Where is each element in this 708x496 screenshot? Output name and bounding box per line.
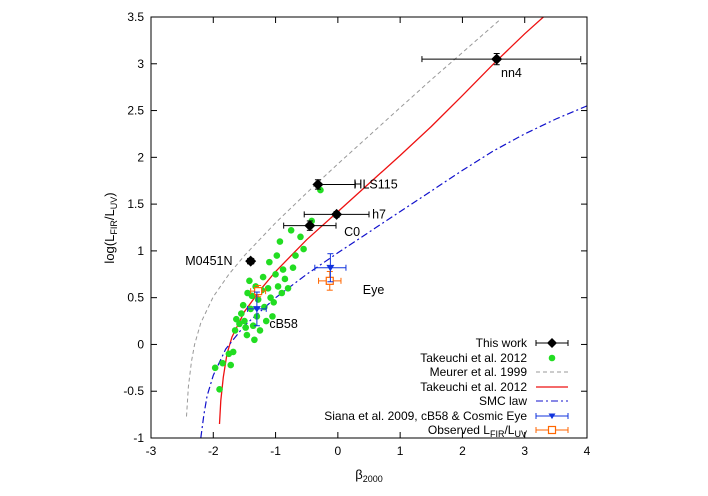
takeuchi-point bbox=[233, 315, 240, 323]
takeuchi-point bbox=[239, 301, 247, 309]
takeuchi-point bbox=[270, 299, 278, 306]
takeuchi-point bbox=[242, 324, 249, 331]
legend-sample-this-work bbox=[547, 338, 557, 348]
legend-label-siana: Siana et al. 2009, cB58 & Cosmic Eye bbox=[324, 409, 527, 423]
legend-label-smc: SMC law bbox=[479, 394, 527, 408]
legend-sample-takeuchi-points bbox=[548, 354, 556, 362]
annotation-cb58: cB58 bbox=[269, 317, 298, 331]
takeuchi-point bbox=[267, 294, 274, 301]
observed-point bbox=[254, 287, 263, 296]
takeuchi-point bbox=[227, 361, 235, 369]
takeuchi-point bbox=[269, 313, 276, 320]
y-tick-label: 2 bbox=[137, 150, 144, 164]
takeuchi-point bbox=[266, 258, 273, 266]
legend-label-observed: Observed LFIR/LUV bbox=[428, 423, 527, 439]
takeuchi-point bbox=[211, 364, 219, 372]
y-tick-label: 0.5 bbox=[127, 291, 144, 305]
this-work-point bbox=[312, 178, 324, 190]
takeuchi-point bbox=[216, 386, 223, 393]
this-work-point bbox=[245, 255, 257, 267]
takeuchi-point bbox=[272, 270, 279, 278]
legend: This work Takeuchi et al. 2012 Meurer et… bbox=[324, 336, 569, 439]
smc-curve bbox=[200, 105, 587, 438]
this-work-point bbox=[491, 53, 503, 65]
x-tick-label: -3 bbox=[146, 444, 157, 458]
y-tick-label: 1.5 bbox=[127, 197, 144, 211]
this-work-point bbox=[331, 208, 343, 220]
takeuchi-point bbox=[251, 336, 258, 344]
annotation-m0451n: M0451N bbox=[185, 254, 232, 268]
error-layer bbox=[245, 52, 582, 327]
this-work-point bbox=[304, 220, 316, 232]
takeuchi-point bbox=[236, 320, 243, 328]
takeuchi-point bbox=[281, 275, 289, 283]
siana-point bbox=[326, 264, 335, 272]
annotation-h7: h7 bbox=[372, 207, 386, 221]
takeuchi-point bbox=[243, 331, 251, 339]
y-tick-label: 0 bbox=[137, 337, 144, 351]
annotation-hls115: HLS115 bbox=[353, 177, 397, 191]
takeuchi-point bbox=[287, 227, 295, 234]
takeuchi-point bbox=[256, 327, 264, 334]
takeuchi-point bbox=[284, 285, 292, 292]
takeuchi-curve bbox=[218, 17, 544, 425]
takeuchi-point bbox=[297, 233, 304, 241]
takeuchi-point bbox=[259, 273, 267, 281]
annotation-nn4: nn4 bbox=[501, 66, 522, 80]
y-axis-title: log(LFIR/LUV) bbox=[102, 192, 119, 263]
takeuchi-point bbox=[300, 245, 307, 253]
x-tick-label: 4 bbox=[584, 444, 591, 458]
observed-point bbox=[325, 276, 334, 285]
takeuchi-point bbox=[279, 266, 287, 273]
meurer-curve bbox=[186, 19, 501, 417]
takeuchi-point bbox=[241, 317, 248, 325]
curve-layer bbox=[186, 17, 587, 438]
takeuchi-point bbox=[248, 292, 256, 300]
y-tick-label: -1 bbox=[133, 431, 144, 445]
annotation-c0: C0 bbox=[344, 225, 360, 239]
legend-sample-observed bbox=[547, 425, 557, 435]
legend-label-meurer: Meurer et al. 1999 bbox=[430, 365, 528, 379]
takeuchi-point bbox=[292, 252, 299, 259]
point-layer bbox=[211, 186, 324, 393]
y-tick-label: 3 bbox=[137, 57, 144, 71]
x-tick-label: -1 bbox=[270, 444, 281, 458]
legend-label-takeuchi-points: Takeuchi et al. 2012 bbox=[420, 351, 527, 365]
y-tick-label: 3.5 bbox=[127, 10, 144, 24]
axes-layer: -3 -2 -1 0 1 2 3 4 -1 -0.5 0 0.5 1 1.5 2 2.5 3 3.5 bbox=[123, 10, 590, 458]
x-tick-label: 3 bbox=[521, 444, 528, 458]
takeuchi-point bbox=[276, 238, 284, 245]
takeuchi-point bbox=[273, 252, 281, 259]
takeuchi-point bbox=[262, 317, 270, 325]
takeuchi-point bbox=[231, 327, 239, 334]
siana-point bbox=[252, 306, 261, 313]
takeuchi-point bbox=[219, 359, 226, 367]
legend-label-takeuchi-curve: Takeuchi et al. 2012 bbox=[420, 380, 527, 394]
legend-label-this-work: This work bbox=[476, 336, 528, 350]
takeuchi-point bbox=[229, 348, 237, 356]
takeuchi-point bbox=[246, 277, 253, 285]
annotation-eye: Eye bbox=[363, 283, 385, 297]
takeuchi-point bbox=[238, 310, 245, 317]
annotation-layer: nn4 HLS115 h7 C0 M0451N Eye cB58 bbox=[185, 66, 522, 331]
legend-samples bbox=[535, 338, 569, 435]
takeuchi-point bbox=[264, 285, 272, 292]
takeuchi-point bbox=[274, 283, 282, 290]
y-tick-label: -0.5 bbox=[123, 384, 144, 398]
takeuchi-point bbox=[278, 289, 286, 297]
x-axis-title: β2000 bbox=[355, 467, 383, 484]
x-tick-label: 0 bbox=[335, 444, 342, 458]
x-tick-label: -2 bbox=[208, 444, 219, 458]
legend-sample-siana bbox=[548, 413, 556, 420]
plot-frame bbox=[150, 16, 588, 439]
x-tick-label: 1 bbox=[397, 444, 404, 458]
takeuchi-point bbox=[249, 322, 257, 330]
takeuchi-point bbox=[289, 264, 297, 272]
y-tick-label: 2.5 bbox=[127, 104, 144, 118]
x-tick-label: 2 bbox=[459, 444, 466, 458]
y-tick-label: 1 bbox=[137, 244, 144, 258]
